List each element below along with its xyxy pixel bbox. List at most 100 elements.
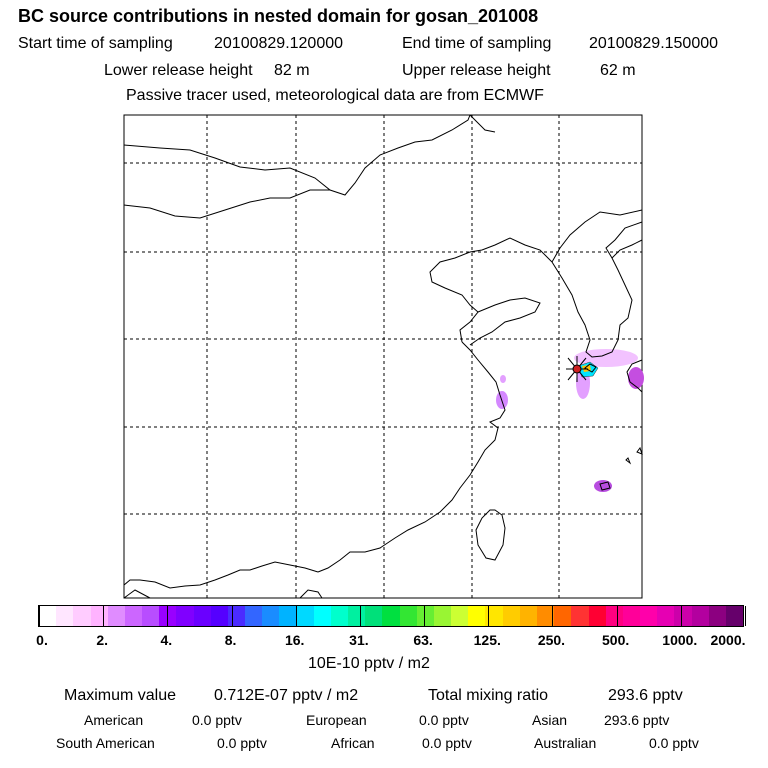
colorbar-tick — [39, 606, 40, 626]
colorbar-label: 63. — [413, 632, 433, 648]
colorbar-label: 1000. — [662, 632, 698, 648]
colorbar-tick — [745, 606, 746, 626]
south-american-label: South American — [56, 735, 155, 751]
asian-value: 293.6 pptv — [604, 712, 670, 728]
colorbar-label: 4. — [160, 632, 173, 648]
east-china-coast — [317, 341, 506, 573]
colorbar-segment — [73, 606, 91, 626]
colorbar-segment — [588, 606, 606, 626]
colorbar-segment — [382, 606, 400, 626]
bohai-coast — [429, 237, 553, 343]
colorbar-label: 125. — [473, 632, 501, 648]
end-time-label: End time of sampling — [402, 35, 552, 52]
colorbar-tick — [552, 606, 554, 626]
colorbar-segment — [657, 606, 675, 626]
colorbar-segment — [39, 606, 57, 626]
china-vietnam-border — [123, 589, 151, 599]
colorbar-label: 31. — [349, 632, 369, 648]
colorbar-label: 250. — [537, 632, 566, 648]
concentration-field — [496, 349, 644, 492]
max-value: 0.712E-07 pptv / m2 — [214, 687, 359, 704]
african-value: 0.0 pptv — [422, 735, 472, 751]
colorbar-segment — [416, 606, 434, 626]
colorbar-tick — [295, 606, 297, 626]
colorbar-segment — [640, 606, 658, 626]
south-american-value: 0.0 pptv — [217, 735, 267, 751]
lower-height-value: 82 m — [274, 62, 310, 79]
colorbar-segment — [554, 606, 572, 626]
colorbar-segment — [674, 606, 692, 626]
colorbar-label: 500. — [602, 632, 630, 648]
plume-kyushu — [628, 367, 644, 389]
colorbar-label: 8. — [224, 632, 237, 648]
colorbar-segment — [691, 606, 709, 626]
asian-label: Asian — [532, 712, 568, 728]
colorbar-segment — [107, 606, 125, 626]
colorbar-segment — [571, 606, 589, 626]
colorbar-unit: 10E-10 pptv / m2 — [308, 655, 430, 672]
colorbar-segment — [519, 606, 537, 626]
map-frame — [123, 114, 643, 599]
marker-center — [572, 364, 582, 374]
ryukyu-1 — [599, 481, 611, 491]
american-value: 0.0 pptv — [192, 712, 242, 728]
colorbar-segment — [433, 606, 452, 626]
ryukyu-3 — [636, 446, 643, 455]
korea-northeast — [611, 239, 643, 259]
total-mixing-label: Total mixing ratio — [428, 687, 549, 704]
manchuria-border — [469, 114, 496, 133]
northeast-border — [551, 209, 643, 263]
colorbar-segment — [605, 606, 623, 626]
colorbar-segment — [468, 606, 486, 626]
colorbar-segment — [56, 606, 74, 626]
american-label: American — [84, 712, 144, 728]
start-time-label: Start time of sampling — [18, 35, 173, 52]
colorbar-label: 16. — [284, 632, 305, 648]
colorbar-segment — [330, 606, 349, 626]
colorbar-segment — [296, 606, 314, 626]
upper-height-value: 62 m — [600, 62, 636, 79]
australian-value: 0.0 pptv — [649, 735, 699, 751]
colorbar — [38, 605, 746, 627]
colorbar-segment — [193, 606, 211, 626]
colorbar-label: 0. — [36, 632, 48, 648]
colorbar-label: 2000. — [710, 632, 746, 648]
upper-height-label: Upper release height — [402, 62, 551, 79]
coastlines — [123, 114, 643, 599]
european-value: 0.0 pptv — [419, 712, 469, 728]
korea-peninsula — [551, 221, 643, 358]
australian-label: Australian — [534, 735, 597, 751]
colorbar-segment — [622, 606, 641, 626]
total-mixing-value: 293.6 pptv — [608, 687, 683, 704]
jeju-island — [584, 363, 597, 373]
colorbar-tick — [167, 606, 169, 626]
colorbar-segment — [176, 606, 194, 626]
european-label: European — [306, 712, 367, 728]
colorbar-segment — [365, 606, 383, 626]
start-time-value: 20100829.120000 — [214, 35, 344, 52]
kyushu — [626, 359, 643, 393]
colorbar-segment — [348, 606, 366, 626]
colorbar-label: 2. — [96, 632, 109, 648]
colorbar-segment — [708, 606, 726, 626]
colorbar-segment — [90, 606, 108, 626]
colorbar-tick — [103, 606, 105, 626]
max-value-label: Maximum value — [64, 687, 177, 704]
colorbar-tick — [359, 606, 361, 626]
tracer-note: Passive tracer used, meteorological data… — [126, 87, 544, 104]
colorbar-segment — [725, 606, 744, 626]
colorbar-segment — [313, 606, 331, 626]
colorbar-segment — [502, 606, 520, 626]
colorbar-segment — [279, 606, 297, 626]
chart-title: BC source contributions in nested domain… — [18, 6, 539, 26]
release-site-marker — [566, 356, 588, 382]
colorbar-tick — [680, 606, 682, 626]
mongolia-border-2 — [123, 189, 330, 219]
plume-spot — [500, 375, 506, 383]
colorbar-segment — [536, 606, 555, 626]
mongolia-border — [123, 114, 471, 196]
colorbar-segment — [124, 606, 143, 626]
african-label: African — [331, 735, 375, 751]
colorbar-tick — [424, 606, 426, 626]
south-china-coast — [123, 561, 319, 589]
